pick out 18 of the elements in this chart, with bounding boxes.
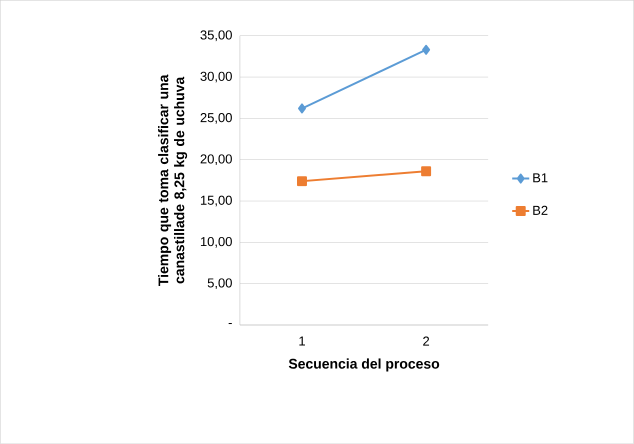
- y-tick-label: 20,00: [200, 154, 232, 166]
- legend-label: B2: [533, 206, 548, 215]
- y-tick-label: 30,00: [200, 72, 232, 83]
- y-tick-label: 10,00: [200, 237, 232, 248]
- y-tick-label: 5,00: [208, 278, 232, 290]
- x-tick-label: 1: [299, 336, 305, 346]
- x-axis-title: Secuencia del proceso: [288, 358, 440, 372]
- y-tick-label: -: [228, 323, 232, 324]
- y-axis-title: Tiempo que toma clasificar una canastillade 8,25 kg de uchuva: [158, 74, 188, 286]
- point: [297, 176, 307, 186]
- point: [422, 44, 430, 55]
- y-tick-label: 15,00: [200, 196, 232, 206]
- y-tick-label: 35,00: [200, 30, 232, 42]
- y-tick-label: 25,00: [200, 113, 232, 124]
- x-tick-label: 2: [423, 336, 430, 346]
- legend-label: B1: [533, 173, 548, 182]
- point: [421, 166, 432, 176]
- point: [298, 104, 306, 114]
